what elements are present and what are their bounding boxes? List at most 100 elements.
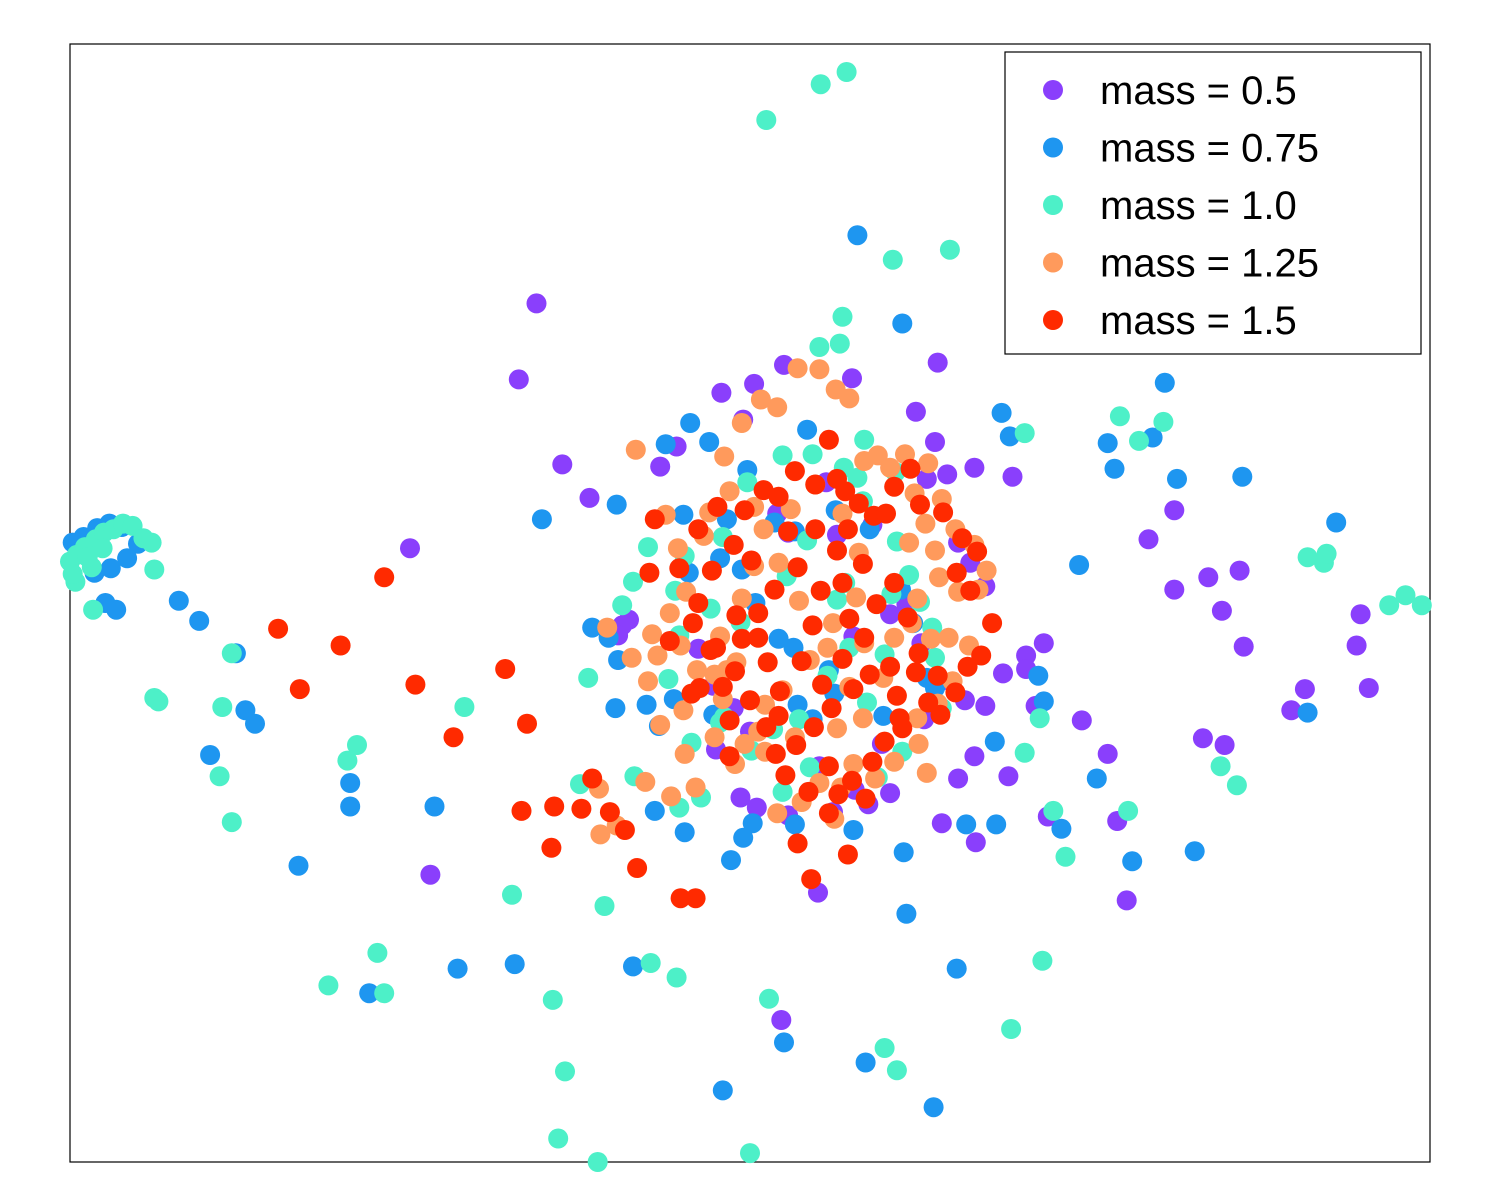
point-s2-62 <box>874 1038 895 1058</box>
point-s4-54 <box>971 645 992 666</box>
point-s3-76 <box>673 700 694 721</box>
point-s4-83 <box>908 643 929 664</box>
legend-label-4: mass = 1.5 <box>1100 299 1297 343</box>
point-s3-94 <box>704 727 725 748</box>
point-s0-39 <box>1229 560 1250 581</box>
point-s4-22 <box>669 558 690 579</box>
series-4 <box>268 429 1003 909</box>
point-s1-36 <box>893 842 914 863</box>
point-s4-112 <box>723 534 744 555</box>
point-s2-42 <box>1379 595 1400 616</box>
point-s0-1 <box>508 369 529 390</box>
point-s4-38 <box>818 429 839 450</box>
point-s1-48 <box>1033 691 1054 712</box>
point-s0-47 <box>1346 635 1367 656</box>
point-s4-68 <box>775 765 796 786</box>
point-s1-69 <box>606 494 627 515</box>
point-s2-70 <box>587 1152 608 1172</box>
point-s3-83 <box>780 499 801 520</box>
point-s2-79 <box>612 595 633 616</box>
point-s1-29 <box>742 813 763 834</box>
point-s1-25 <box>531 509 552 530</box>
point-s0-34 <box>1138 529 1159 550</box>
point-s3-36 <box>915 513 936 534</box>
point-s0-0 <box>526 293 547 314</box>
point-s2-64 <box>666 967 687 988</box>
point-s1-11 <box>168 590 189 611</box>
legend-label-0: mass = 0.5 <box>1100 69 1297 113</box>
point-s3-17 <box>753 519 774 540</box>
point-s4-91 <box>812 674 833 695</box>
point-s1-30 <box>644 800 665 821</box>
point-s1-45 <box>774 1032 794 1053</box>
point-s3-52 <box>907 708 928 729</box>
point-s1-10 <box>106 599 127 620</box>
point-s2-60 <box>1001 1019 1022 1039</box>
point-s1-50 <box>1097 433 1118 454</box>
point-s4-2 <box>330 635 351 656</box>
point-s2-23 <box>337 750 358 771</box>
point-s3-74 <box>621 647 642 668</box>
point-s4-58 <box>918 692 939 713</box>
point-s0-67 <box>880 783 901 804</box>
point-s4-7 <box>517 713 537 734</box>
point-s0-26 <box>1033 633 1054 654</box>
point-s0-46 <box>1358 678 1379 698</box>
point-s2-14 <box>62 563 83 584</box>
point-s0-35 <box>1164 500 1185 521</box>
legend-marker-1 <box>1043 137 1063 158</box>
point-s0-10 <box>711 382 732 403</box>
point-s4-30 <box>726 605 747 626</box>
point-s4-55 <box>957 656 978 677</box>
point-s4-89 <box>786 735 807 755</box>
point-s1-55 <box>1326 512 1347 533</box>
point-s3-21 <box>714 446 735 467</box>
point-s1-34 <box>784 814 805 835</box>
point-s4-108 <box>930 704 951 725</box>
point-s4-86 <box>843 679 864 700</box>
point-s0-64 <box>964 746 985 767</box>
point-s1-44 <box>712 1080 733 1101</box>
point-s4-57 <box>927 665 948 686</box>
legend-marker-0 <box>1043 80 1063 100</box>
point-s2-44 <box>1411 595 1432 616</box>
legend-marker-3 <box>1043 252 1063 273</box>
point-s0-63 <box>420 864 441 885</box>
point-s0-58 <box>931 813 952 834</box>
point-s0-14 <box>842 368 862 389</box>
point-s0-36 <box>1164 579 1185 600</box>
point-s3-57 <box>843 754 864 774</box>
point-s4-15 <box>627 858 648 878</box>
point-s0-3 <box>579 487 600 508</box>
point-s2-50 <box>1014 423 1035 444</box>
point-s4-42 <box>837 519 858 540</box>
point-s0-37 <box>1198 567 1219 588</box>
point-s2-98 <box>799 757 820 778</box>
point-s2-20 <box>148 691 169 712</box>
point-s4-95 <box>805 519 826 540</box>
point-s1-37 <box>956 814 977 835</box>
point-s1-31 <box>674 822 695 843</box>
point-s1-16 <box>200 745 221 765</box>
point-s4-25 <box>682 613 703 634</box>
point-s4-80 <box>866 594 887 615</box>
point-s4-4 <box>405 674 426 695</box>
point-s1-35 <box>843 820 864 840</box>
point-s0-33 <box>1116 890 1137 911</box>
point-s4-60 <box>886 685 907 706</box>
point-s3-96 <box>884 627 905 648</box>
point-s2-71 <box>740 1143 760 1164</box>
point-s2-21 <box>209 766 230 787</box>
point-s1-42 <box>855 1052 876 1073</box>
point-s4-9 <box>544 796 565 817</box>
point-s4-18 <box>688 519 709 540</box>
point-s2-37 <box>1129 430 1149 451</box>
point-s1-65 <box>847 225 868 246</box>
point-s4-28 <box>719 710 740 731</box>
point-s3-33 <box>918 453 939 474</box>
point-s2-33 <box>882 249 903 270</box>
point-s4-21 <box>659 631 680 651</box>
point-s4-46 <box>900 458 921 479</box>
point-s4-48 <box>933 502 954 523</box>
point-s4-76 <box>810 580 831 601</box>
